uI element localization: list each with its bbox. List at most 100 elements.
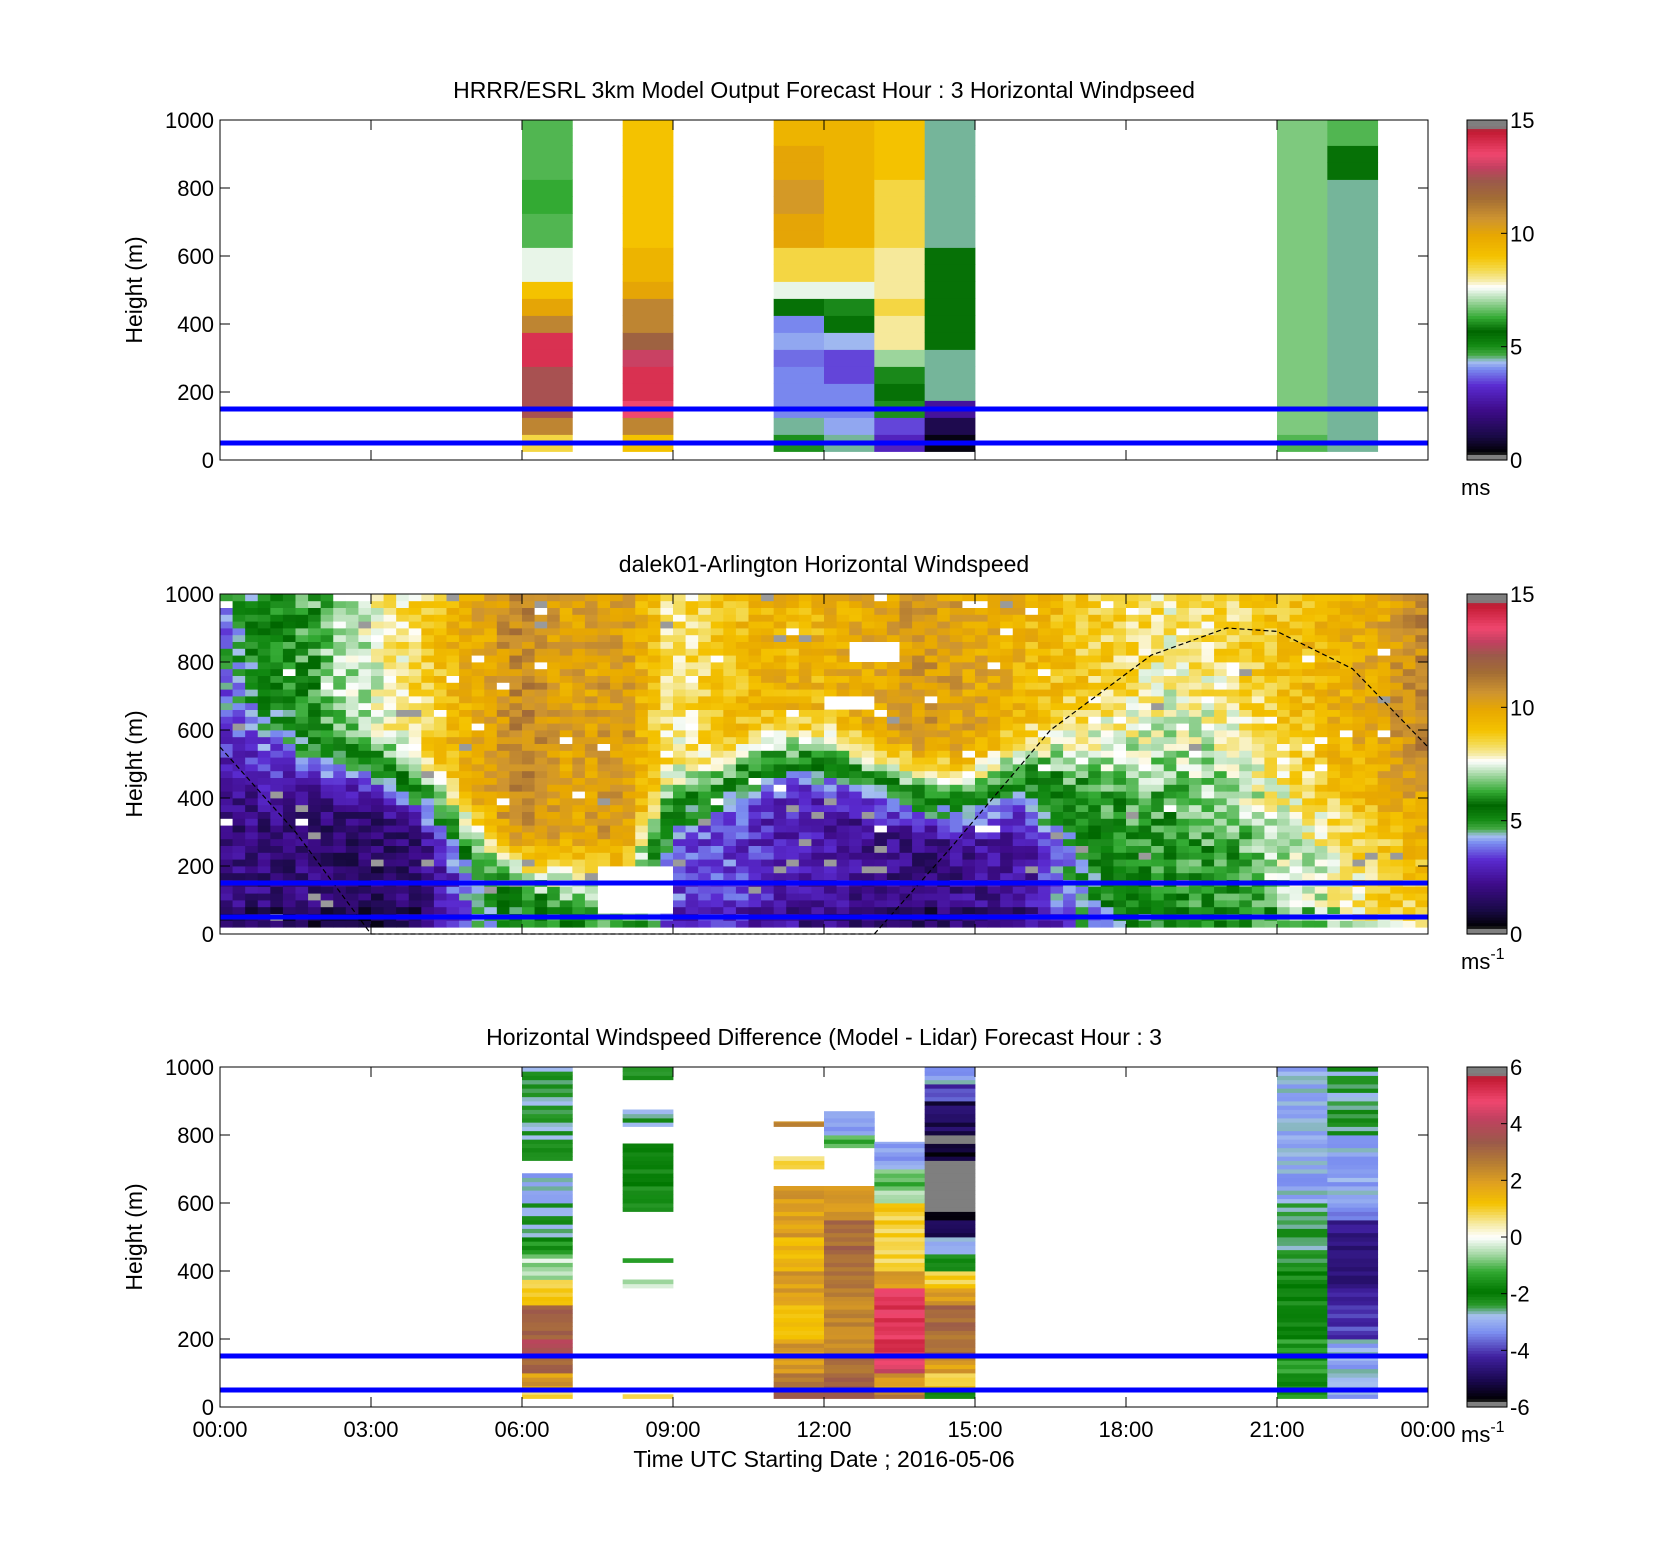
heatmap-cell	[1100, 825, 1114, 833]
heatmap-cell	[1339, 886, 1353, 894]
heatmap-cell	[1000, 906, 1014, 914]
heatmap-cell	[937, 668, 951, 676]
heatmap-column	[773, 594, 787, 928]
heatmap-cell	[421, 750, 435, 758]
heatmap-cell	[1088, 804, 1102, 812]
heatmap-cell	[1176, 900, 1190, 908]
heatmap-cell	[1050, 859, 1064, 867]
heatmap-cell	[1088, 621, 1102, 629]
heatmap-cell	[1138, 798, 1152, 806]
heatmap-cell	[421, 648, 435, 656]
heatmap-cell	[622, 298, 674, 316]
heatmap-cell	[1113, 634, 1127, 642]
heatmap-cell	[257, 818, 271, 826]
heatmap-cell	[295, 723, 309, 731]
heatmap-cell	[245, 730, 259, 738]
heatmap-cell	[849, 832, 863, 840]
heatmap-cell	[1302, 621, 1316, 629]
heatmap-cell	[396, 614, 410, 622]
heatmap-cell	[1000, 859, 1014, 867]
heatmap-cell	[509, 594, 523, 602]
heatmap-cell	[270, 594, 284, 602]
heatmap-cell	[937, 798, 951, 806]
heatmap-cell	[1302, 859, 1316, 867]
heatmap-cell	[295, 838, 309, 846]
heatmap-cell	[924, 696, 938, 704]
heatmap-column	[522, 120, 573, 452]
heatmap-cell	[1264, 866, 1278, 874]
heatmap-cell	[1327, 628, 1341, 636]
heatmap-cell	[1025, 811, 1039, 819]
heatmap-cell	[522, 886, 535, 894]
heatmap-cell	[534, 628, 548, 636]
heatmap-cell	[861, 675, 875, 683]
heatmap-cell	[723, 900, 737, 908]
heatmap-cell	[1201, 689, 1215, 697]
heatmap-column	[584, 594, 598, 928]
heatmap-cell	[761, 662, 775, 670]
heatmap-cell	[534, 689, 548, 697]
heatmap-cell	[559, 811, 573, 819]
heatmap-cell	[1201, 886, 1215, 894]
heatmap-cell	[1251, 668, 1265, 676]
heatmap-cell	[1390, 689, 1404, 697]
heatmap-cell	[798, 682, 812, 690]
heatmap-cell	[421, 702, 435, 710]
heatmap-cell	[949, 764, 963, 772]
heatmap-cell	[1163, 920, 1177, 928]
colorbar-swatch	[1467, 375, 1507, 379]
heatmap-cell	[987, 859, 1001, 867]
heatmap-cell	[547, 791, 561, 799]
heatmap-cell	[622, 859, 636, 867]
heatmap-cell	[1251, 730, 1265, 738]
heatmap-cell	[710, 675, 724, 683]
heatmap-cell	[572, 920, 586, 928]
heatmap-cell	[773, 417, 825, 435]
heatmap-cell	[899, 662, 913, 670]
heatmap-cell	[685, 594, 699, 602]
heatmap-cell	[735, 655, 749, 663]
heatmap-cell	[635, 723, 649, 731]
heatmap-cell	[484, 886, 498, 894]
heatmap-cell	[559, 770, 573, 778]
heatmap-cell	[811, 818, 825, 826]
heatmap-cell	[899, 607, 913, 615]
heatmap-cell	[723, 628, 737, 636]
heatmap-cell	[484, 655, 498, 663]
heatmap-cell	[1088, 886, 1102, 894]
heatmap-cell	[383, 784, 397, 792]
heatmap-cell	[371, 811, 384, 819]
heatmap-cell	[597, 845, 611, 853]
heatmap-cell	[849, 764, 863, 772]
heatmap-cell	[295, 716, 309, 724]
heatmap-cell	[1050, 811, 1064, 819]
heatmap-cell	[622, 648, 636, 656]
heatmap-cell	[295, 804, 309, 812]
heatmap-cell	[421, 791, 435, 799]
heatmap-cell	[1201, 818, 1215, 826]
heatmap-cell	[1277, 668, 1290, 676]
colorbar-swatch	[1467, 213, 1507, 217]
heatmap-cell	[1201, 662, 1215, 670]
heatmap-cell	[824, 743, 837, 751]
heatmap-cell	[270, 757, 284, 765]
heatmap-cell	[723, 723, 737, 731]
heatmap-cell	[1352, 621, 1366, 629]
heatmap-cell	[383, 594, 397, 602]
heatmap-cell	[572, 736, 586, 744]
heatmap-cell	[220, 736, 233, 744]
heatmap-cell	[408, 872, 422, 880]
heatmap-cell	[899, 757, 913, 765]
heatmap-cell	[1075, 845, 1089, 853]
heatmap-cell	[1025, 920, 1039, 928]
heatmap-cell	[836, 798, 850, 806]
heatmap-cell	[886, 764, 900, 772]
heatmap-cell	[1239, 621, 1253, 629]
heatmap-cell	[975, 804, 988, 812]
heatmap-cell	[421, 614, 435, 622]
heatmap-cell	[1214, 866, 1228, 874]
heatmap-cell	[824, 349, 875, 367]
heatmap-cell	[987, 730, 1001, 738]
heatmap-cell	[534, 668, 548, 676]
heatmap-cell	[937, 682, 951, 690]
